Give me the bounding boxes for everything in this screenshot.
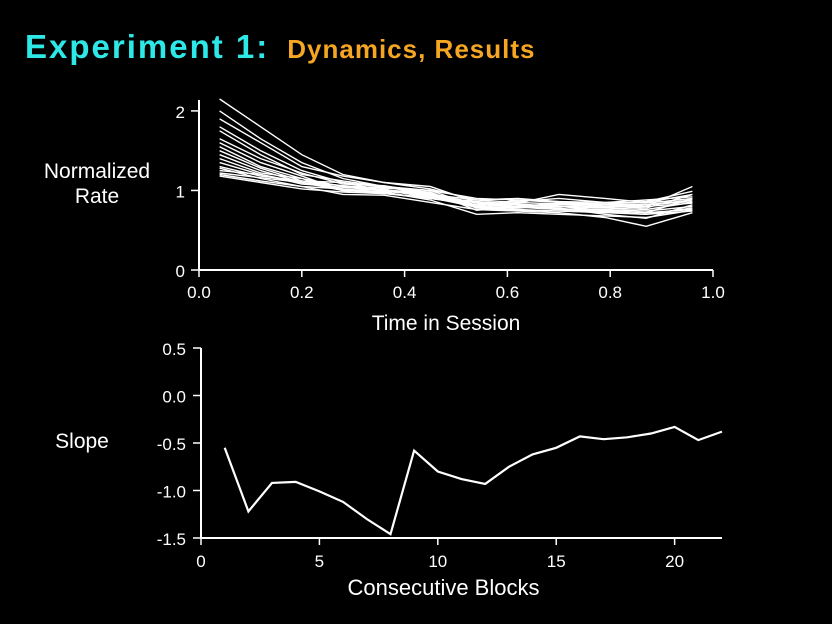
top-y-axis-title-line: Rate bbox=[75, 185, 119, 208]
bottom-x-tick-label: 0 bbox=[196, 552, 205, 571]
top-series-line bbox=[219, 118, 693, 208]
top-x-tick-label: 0.4 bbox=[393, 283, 417, 302]
bottom-x-axis-title: Consecutive Blocks bbox=[348, 575, 540, 600]
bottom-y-tick-label: -1.0 bbox=[157, 483, 186, 502]
top-y-axis-title-line: Normalized bbox=[44, 160, 150, 183]
top-x-tick-label: 1.0 bbox=[701, 283, 725, 302]
top-series-line bbox=[219, 130, 693, 206]
top-y-tick-label: 1 bbox=[176, 182, 185, 201]
top-x-axis-title: Time in Session bbox=[372, 312, 521, 335]
top-series-line bbox=[219, 172, 693, 208]
top-x-tick-label: 0.6 bbox=[496, 283, 520, 302]
title-sub: Dynamics, Results bbox=[287, 34, 536, 64]
slide-title: Experiment 1: Dynamics, Results bbox=[25, 28, 535, 66]
bottom-y-tick-label: 0.0 bbox=[162, 388, 186, 407]
top-x-tick-label: 0.8 bbox=[598, 283, 622, 302]
top-series-line bbox=[219, 165, 693, 204]
bottom-y-tick-label: -1.5 bbox=[157, 530, 186, 549]
top-series-line bbox=[219, 98, 693, 209]
top-series-line bbox=[219, 161, 693, 208]
top-series-line bbox=[219, 175, 693, 216]
top-series-line bbox=[219, 150, 693, 212]
bottom-x-tick-label: 20 bbox=[665, 552, 684, 571]
top-x-tick-label: 0.2 bbox=[290, 283, 314, 302]
bottom-series-line bbox=[223, 425, 723, 536]
bottom-y-axis-title: Slope bbox=[55, 430, 109, 453]
top-x-tick-label: 0.0 bbox=[187, 283, 211, 302]
title-main: Experiment 1: bbox=[25, 28, 270, 65]
bottom-y-tick-label: 0.5 bbox=[162, 340, 186, 359]
top-y-tick-label: 0 bbox=[176, 262, 185, 281]
top-series-line bbox=[219, 173, 693, 208]
bottom-y-tick-label: -0.5 bbox=[157, 435, 186, 454]
bottom-x-tick-label: 10 bbox=[428, 552, 447, 571]
top-y-tick-label: 2 bbox=[176, 103, 185, 122]
bottom-x-tick-label: 15 bbox=[547, 552, 566, 571]
bottom-x-tick-label: 5 bbox=[315, 552, 324, 571]
